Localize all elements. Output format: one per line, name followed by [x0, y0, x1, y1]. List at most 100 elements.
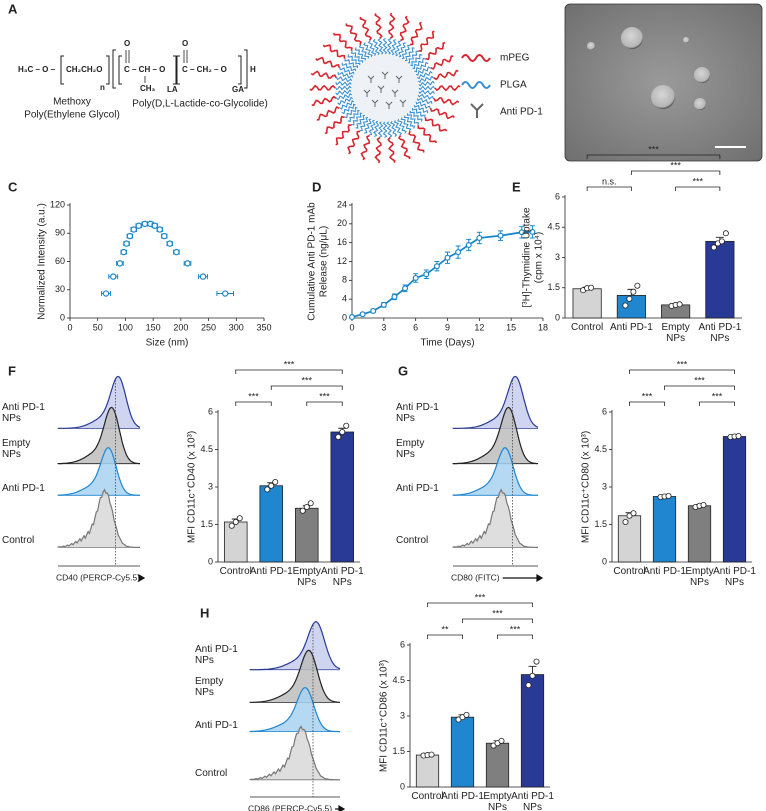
bar — [223, 521, 248, 563]
x-tick-label: 3 — [381, 322, 386, 332]
y-tick-label: 30 — [55, 284, 65, 294]
mpeg-chain — [309, 84, 336, 91]
data-point — [630, 288, 637, 295]
data-point — [303, 503, 310, 510]
label-box: Control — [396, 535, 428, 546]
data-point — [676, 301, 683, 308]
y-tick-label: 0 — [208, 556, 213, 566]
histogram-line — [452, 488, 538, 549]
mpeg-chain — [434, 85, 461, 92]
x-tick-label: 300 — [229, 322, 244, 332]
mpeg-chain — [315, 56, 341, 68]
label-box: Anti PD-1 NPs — [698, 322, 742, 344]
antibody — [381, 71, 389, 79]
bar — [520, 674, 545, 788]
plga-chain — [397, 118, 407, 134]
label-box: Anti PD-1 NPs — [2, 402, 45, 424]
point — [444, 254, 451, 261]
significance-label: *** — [248, 391, 259, 401]
plga-chain — [334, 85, 352, 91]
significance-bracket — [675, 186, 721, 191]
bar — [450, 716, 475, 788]
plga-chain — [401, 44, 411, 60]
plga-chain — [386, 38, 393, 55]
x-tick-label: 9 — [445, 322, 450, 332]
y-tick-label: 16 — [337, 237, 347, 247]
panel-label: G — [398, 363, 408, 378]
label-box: Control — [411, 791, 443, 802]
mpeg-chain — [433, 69, 459, 81]
bar — [259, 485, 284, 563]
point — [455, 249, 462, 256]
mpeg-chain — [397, 135, 411, 160]
histogram-label: Control — [195, 767, 228, 779]
caption: Poly(D,L-Lactide-co-Glycolide) — [132, 99, 268, 110]
plga-chain — [382, 37, 388, 55]
significance-bracket — [629, 401, 665, 406]
x-tick-label: 250 — [201, 322, 216, 332]
axis-arrow — [138, 573, 146, 583]
data-point — [622, 519, 629, 526]
panel-label: A — [8, 1, 18, 16]
label-box: Control — [613, 566, 645, 577]
formula-part: H₃C – O – — [18, 65, 56, 74]
mpeg-chain — [409, 21, 423, 46]
micrograph — [564, 3, 763, 162]
bar — [687, 505, 712, 563]
plga-chain — [367, 40, 377, 56]
data-point — [339, 428, 346, 435]
data-point — [710, 244, 717, 251]
y-tick-label: 20 — [337, 218, 347, 228]
legend-label: Anti PD-1 — [500, 107, 543, 118]
mpeg-chain — [324, 115, 345, 135]
significance-bracket — [427, 634, 463, 639]
y-tick-label: 1.5 — [200, 519, 213, 529]
y-tick-label: 6 — [400, 639, 405, 649]
plga-chain — [354, 47, 367, 61]
plga-chain — [344, 106, 358, 119]
x-tick-label: Anti PD-1 — [249, 566, 293, 577]
histogram-fill — [58, 489, 140, 548]
y-tick-label: 4.5 — [392, 675, 405, 685]
plga-chain — [418, 85, 436, 91]
antibody — [385, 101, 393, 109]
point — [123, 240, 130, 247]
x-tick-label: Empty NPs — [292, 566, 321, 588]
data-point — [236, 515, 243, 522]
bracket — [112, 49, 248, 89]
x-tick-label: 0 — [349, 322, 354, 332]
plga-chain — [417, 70, 433, 80]
x-tick-label: Anti PD-1 NPs — [698, 322, 742, 344]
axis-arrow — [502, 573, 544, 583]
y-tick-label: 4 — [342, 294, 347, 304]
y-tick-label: 3 — [602, 481, 607, 491]
histogram-fill — [250, 650, 340, 703]
plga-chain — [417, 75, 434, 84]
point — [166, 240, 173, 247]
mpeg-chain — [322, 44, 346, 59]
label-box: Anti PD-1 — [396, 483, 439, 494]
y-tick-label: 0 — [602, 556, 607, 566]
panel-label: D — [312, 179, 321, 194]
histogram-fill — [250, 687, 340, 732]
y-tick-label: 120 — [50, 199, 65, 209]
label-box: Anti PD-1 NPs — [321, 566, 364, 588]
y-tick-label: 90 — [55, 228, 65, 238]
mpeg-chain — [374, 13, 383, 39]
point — [151, 222, 159, 229]
x-axis-title: Time (Days) — [420, 338, 474, 349]
significance-label: *** — [677, 359, 688, 369]
significance-bracket — [699, 401, 735, 406]
significance-label: *** — [301, 375, 312, 385]
caption: Poly(Ethylene Glycol) — [24, 110, 120, 121]
data-point — [498, 737, 505, 744]
y-tick-label: 6 — [602, 406, 607, 416]
x-tick-label: Control — [219, 566, 252, 577]
plga-chain — [386, 121, 393, 138]
point — [156, 226, 163, 233]
y-axis-title: MFI CD11c⁺CD86 (x 10³) — [379, 660, 390, 772]
significance-label: *** — [642, 391, 653, 401]
caption: Methoxy — [53, 97, 91, 108]
plga-chain — [414, 61, 429, 73]
